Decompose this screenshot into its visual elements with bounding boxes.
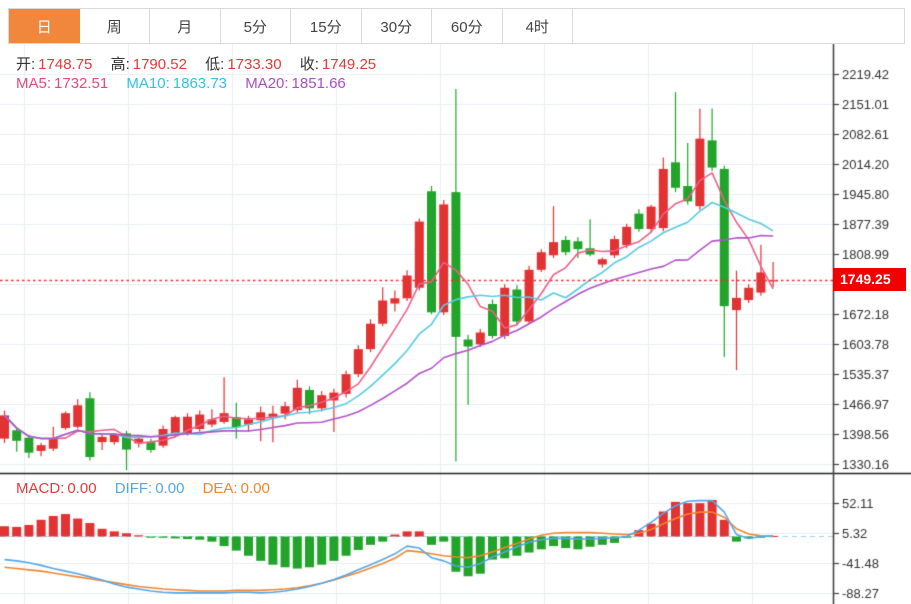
tab-day[interactable]: 日 bbox=[9, 9, 80, 43]
close-label: 收: bbox=[299, 56, 319, 73]
ma20-value: 1851.66 bbox=[291, 75, 346, 92]
timeframe-tab-bar: 日周月 5分 15分 30分 60分 4时 bbox=[8, 8, 905, 44]
tab-5min[interactable]: 5分 bbox=[220, 9, 291, 43]
low-label: 低: bbox=[205, 56, 225, 73]
ohlc-info-bar: 开: 1748.75 高: 1790.52 低: 1733.30 收: 1749.25 bbox=[16, 53, 379, 74]
current-price-tag: 1749.25 bbox=[833, 268, 906, 291]
ma10-value: 1863.73 bbox=[172, 75, 228, 92]
tab-month[interactable]: 月 bbox=[150, 9, 221, 43]
tab-4hour[interactable]: 4时 bbox=[502, 9, 573, 43]
close-value: 1749.25 bbox=[321, 56, 377, 73]
tab-week[interactable]: 周 bbox=[79, 9, 150, 43]
macd-label: MACD: bbox=[16, 480, 65, 497]
macd-info-bar: MACD: 0.00 DIFF: 0.00 DEA: 0.00 bbox=[16, 480, 273, 497]
open-label: 开: bbox=[16, 56, 36, 73]
tab-15min[interactable]: 15分 bbox=[291, 9, 362, 43]
ma5-label: MA5: bbox=[16, 75, 52, 92]
open-value: 1748.75 bbox=[38, 56, 93, 73]
ma20-label: MA20: bbox=[245, 75, 289, 92]
dea-label: DEA: bbox=[202, 480, 238, 497]
dea-value: 0.00 bbox=[240, 480, 270, 497]
diff-label: DIFF: bbox=[114, 480, 153, 497]
high-label: 高: bbox=[110, 56, 130, 73]
tab-30min[interactable]: 30分 bbox=[361, 9, 432, 43]
macd-value: 0.00 bbox=[67, 480, 97, 497]
tab-bar-filler bbox=[573, 9, 904, 43]
ma10-label: MA10: bbox=[126, 75, 170, 92]
ma-info-bar: MA5: 1732.51 MA10: 1863.73 MA20: 1851.66 bbox=[16, 75, 349, 92]
tab-60min[interactable]: 60分 bbox=[432, 9, 503, 43]
high-value: 1790.52 bbox=[132, 56, 187, 73]
diff-value: 0.00 bbox=[155, 480, 185, 497]
low-value: 1733.30 bbox=[227, 56, 282, 73]
ma5-value: 1732.51 bbox=[54, 75, 109, 92]
